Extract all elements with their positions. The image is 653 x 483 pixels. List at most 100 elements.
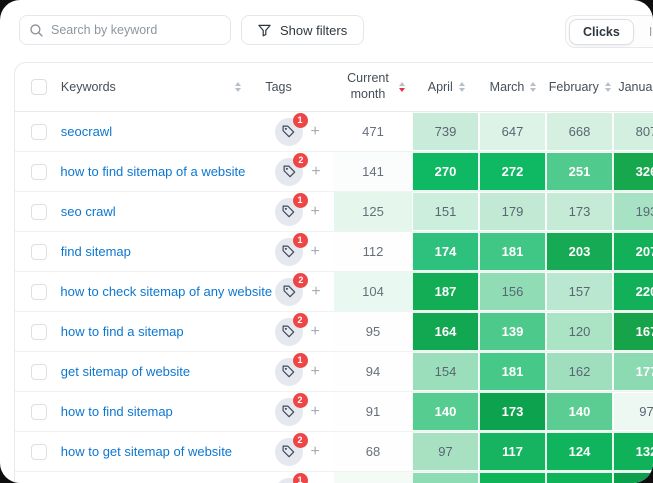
tags-button[interactable]: 2	[274, 392, 308, 426]
heat-cell-january: 132	[613, 432, 653, 471]
keywords-table: Keywords Tags Current month April March …	[14, 62, 653, 483]
heat-cell-january: 220	[613, 272, 653, 311]
sort-current-month-icon[interactable]	[398, 82, 405, 92]
table-row: seo crawl 1 + 125 151 179 173 193	[15, 192, 653, 232]
heat-cell-march: 117	[479, 432, 546, 471]
keyword-link[interactable]: how to find sitemap	[60, 404, 173, 419]
row-checkbox[interactable]	[31, 403, 47, 420]
table-row: get sitemap of website 1 + 94 154 181 16…	[15, 352, 653, 392]
row-checkbox[interactable]	[31, 123, 47, 140]
tag-icon	[282, 125, 295, 138]
tags-button[interactable]: 1	[274, 232, 308, 266]
tag-count-badge: 2	[292, 432, 308, 448]
sort-march-icon[interactable]	[530, 82, 537, 92]
tag-count-badge: 2	[293, 152, 309, 168]
keyword-link[interactable]: how to find a sitemap	[60, 324, 184, 339]
heat-cell-february	[546, 472, 613, 483]
toggle-clicks[interactable]: Clicks	[569, 18, 634, 45]
select-all-checkbox[interactable]	[31, 79, 47, 95]
heat-cell-march: 173	[479, 392, 546, 431]
keyword-link[interactable]: seo crawl	[60, 204, 116, 219]
keyword-link[interactable]: find sitemap	[60, 244, 131, 259]
heat-cell-april: 151	[412, 192, 479, 231]
add-tag-button[interactable]: +	[311, 282, 321, 300]
toggle-impressions[interactable]: Impressions	[648, 24, 653, 39]
tags-button[interactable]: 1	[274, 352, 308, 386]
add-tag-button[interactable]: +	[311, 162, 321, 180]
heat-cell-march: 272	[479, 152, 546, 191]
tag-count-badge: 1	[292, 232, 308, 248]
current-month-value: 141	[334, 152, 412, 191]
column-header-february: February	[548, 80, 599, 94]
row-checkbox[interactable]	[31, 203, 47, 220]
table-row: how to find sitemap of a website 2 + 141…	[15, 152, 653, 192]
tags-button[interactable]: 2	[275, 152, 309, 186]
column-header-january: January	[618, 80, 653, 94]
tag-count-badge: 1	[292, 112, 308, 128]
row-checkbox[interactable]	[31, 243, 47, 260]
tag-count-badge: 1	[292, 472, 308, 483]
row-checkbox[interactable]	[31, 443, 47, 460]
current-month-value: 94	[334, 352, 412, 391]
tag-icon	[283, 285, 296, 298]
tag-icon	[282, 445, 295, 458]
keyword-link[interactable]: get sitemap of website	[60, 364, 191, 379]
heat-cell-february: 668	[546, 112, 613, 151]
metric-toggle: Clicks Impressions	[565, 15, 653, 48]
tag-count-badge: 2	[293, 272, 309, 288]
current-month-value: 95	[334, 312, 412, 351]
heat-cell-april: 270	[412, 152, 479, 191]
heat-cell-january: 193	[613, 192, 653, 231]
heat-cell-february: 203	[546, 232, 613, 271]
current-month-value: 91	[334, 392, 412, 431]
keyword-link[interactable]: how to find sitemap of a website	[60, 164, 246, 179]
search-input[interactable]	[51, 23, 220, 37]
tags-button[interactable]: 1	[274, 192, 308, 226]
heat-cell-april: 187	[412, 272, 479, 311]
keyword-link[interactable]: seocrawl	[60, 124, 113, 139]
heat-cell-february: 140	[546, 392, 613, 431]
add-tag-button[interactable]: +	[310, 402, 320, 420]
heat-cell-march: 181	[479, 232, 546, 271]
add-tag-button[interactable]: +	[310, 322, 320, 340]
add-tag-button[interactable]: +	[310, 122, 320, 140]
table-body: seocrawl 1 + 471 739 647 668 807 how to …	[15, 112, 653, 483]
current-month-value: 112	[334, 232, 412, 271]
tags-button[interactable]: 1	[274, 472, 308, 483]
tags-button[interactable]: 1	[274, 112, 308, 146]
row-checkbox[interactable]	[31, 363, 47, 380]
keyword-link[interactable]: how to get sitemap of website	[60, 444, 233, 459]
heat-cell-february: 124	[546, 432, 613, 471]
tags-button[interactable]: 2	[274, 312, 308, 346]
current-month-value: 471	[334, 112, 412, 151]
search-box[interactable]	[19, 15, 231, 45]
heat-cell-january: 807	[613, 112, 653, 151]
table-row: 1 +	[15, 472, 653, 483]
tag-icon	[282, 405, 295, 418]
tags-button[interactable]: 2	[274, 432, 308, 466]
column-header-tags: Tags	[265, 80, 292, 94]
row-checkbox[interactable]	[31, 163, 47, 180]
sort-april-icon[interactable]	[458, 82, 465, 92]
tag-count-badge: 1	[292, 192, 308, 208]
sort-keywords-icon[interactable]	[235, 82, 242, 92]
sort-february-icon[interactable]	[604, 82, 611, 92]
show-filters-button[interactable]: Show filters	[241, 15, 365, 45]
tag-icon	[282, 245, 295, 258]
add-tag-button[interactable]: +	[310, 442, 320, 460]
current-month-value: 125	[334, 192, 412, 231]
row-checkbox[interactable]	[31, 283, 47, 300]
row-checkbox[interactable]	[31, 323, 47, 340]
add-tag-button[interactable]: +	[310, 362, 320, 380]
heat-cell-april	[412, 472, 479, 483]
table-row: how to get sitemap of website 2 + 68 97 …	[15, 432, 653, 472]
tags-button[interactable]: 2	[275, 272, 309, 306]
add-tag-button[interactable]: +	[310, 202, 320, 220]
table-header-row: Keywords Tags Current month April March …	[15, 63, 653, 112]
keyword-link[interactable]: how to check sitemap of any website	[60, 284, 273, 299]
add-tag-button[interactable]: +	[310, 242, 320, 260]
tag-count-badge: 2	[292, 392, 308, 408]
heat-cell-april: 97	[412, 432, 479, 471]
heat-cell-january: 326	[613, 152, 653, 191]
